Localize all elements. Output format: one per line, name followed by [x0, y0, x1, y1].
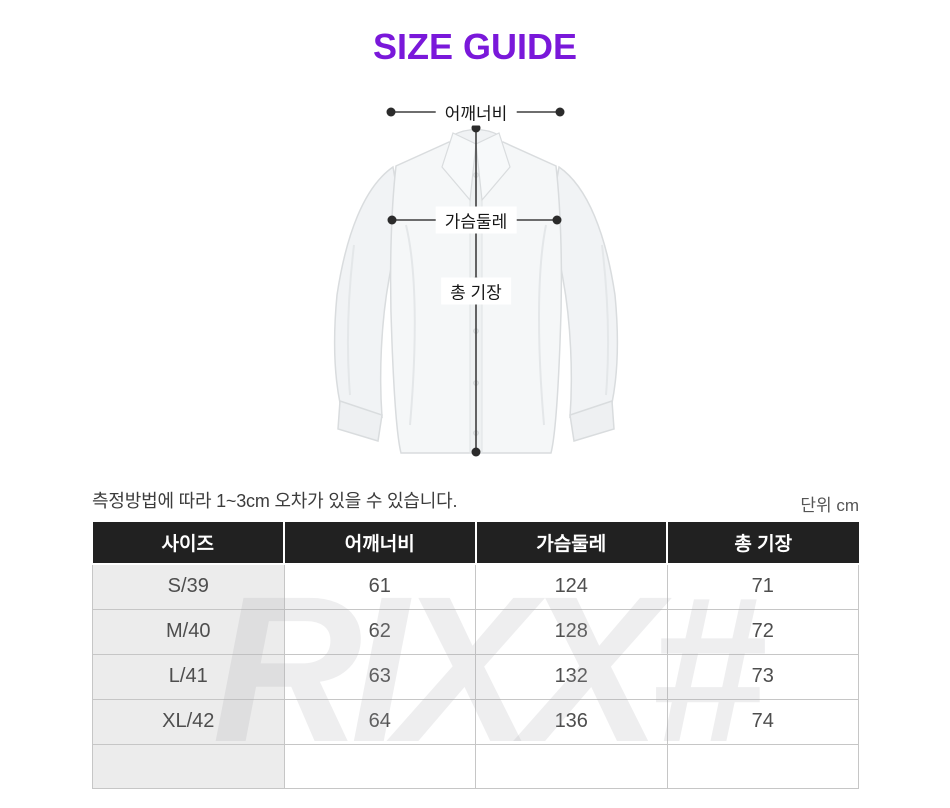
- table-row: L/41 63 132 73: [92, 654, 859, 700]
- table-row: XL/42 64 136 74: [92, 699, 859, 745]
- shirt-figure: 어깨너비 가슴둘레 총 기장: [318, 95, 638, 470]
- cell-size: S/39: [92, 564, 285, 610]
- cell-length: 73: [667, 654, 859, 700]
- table-row-empty: [92, 744, 859, 789]
- cell-chest-empty: [475, 744, 668, 789]
- cell-size: L/41: [92, 654, 285, 700]
- cell-size-empty: [92, 744, 285, 789]
- cell-length: 74: [667, 699, 859, 745]
- cell-shoulder: 62: [284, 609, 476, 655]
- page-title: SIZE GUIDE: [372, 26, 578, 67]
- size-table: 사이즈 어깨너비 가슴둘레 총 기장 S/39 61 124 71 M/40 6…: [92, 522, 859, 789]
- total-length-label: 총 기장: [441, 277, 511, 305]
- cell-size: XL/42: [92, 699, 285, 745]
- cell-size: M/40: [92, 609, 285, 655]
- table-row: M/40 62 128 72: [92, 609, 859, 655]
- table-row: S/39 61 124 71: [92, 564, 859, 610]
- header-length: 총 기장: [667, 522, 859, 565]
- cell-chest: 132: [475, 654, 668, 700]
- cell-shoulder-empty: [284, 744, 476, 789]
- table-header-row: 사이즈 어깨너비 가슴둘레 총 기장: [92, 522, 859, 565]
- cell-chest: 136: [475, 699, 668, 745]
- cell-length-empty: [667, 744, 859, 789]
- header-shoulder: 어깨너비: [284, 522, 477, 565]
- cell-shoulder: 63: [284, 654, 476, 700]
- measurement-tolerance-note: 측정방법에 따라 1~3cm 오차가 있을 수 있습니다.: [92, 491, 458, 511]
- header-size: 사이즈: [92, 522, 285, 565]
- measurement-dots: [386, 107, 565, 457]
- header-chest: 가슴둘레: [475, 522, 668, 565]
- cell-chest: 128: [475, 609, 668, 655]
- cell-chest: 124: [475, 564, 668, 610]
- chest-girth-label: 가슴둘레: [435, 206, 517, 234]
- unit-label: 단위 cm: [800, 496, 859, 515]
- cell-length: 71: [667, 564, 859, 610]
- cell-length: 72: [667, 609, 859, 655]
- cell-shoulder: 64: [284, 699, 476, 745]
- shoulder-width-label: 어깨너비: [435, 98, 517, 126]
- cell-shoulder: 61: [284, 564, 476, 610]
